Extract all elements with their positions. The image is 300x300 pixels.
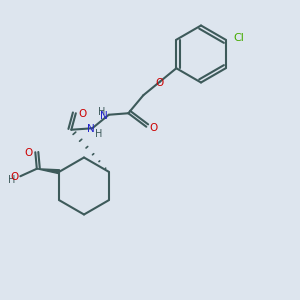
Text: O: O: [11, 172, 19, 182]
Text: H: H: [98, 107, 105, 117]
Text: O: O: [78, 109, 86, 119]
Text: Cl: Cl: [234, 33, 244, 43]
Text: O: O: [156, 78, 164, 88]
Polygon shape: [37, 169, 60, 174]
Text: N: N: [87, 124, 95, 134]
Text: O: O: [150, 123, 158, 133]
Text: H: H: [95, 129, 103, 139]
Text: N: N: [100, 111, 107, 121]
Text: H: H: [8, 175, 15, 184]
Text: O: O: [25, 148, 33, 158]
